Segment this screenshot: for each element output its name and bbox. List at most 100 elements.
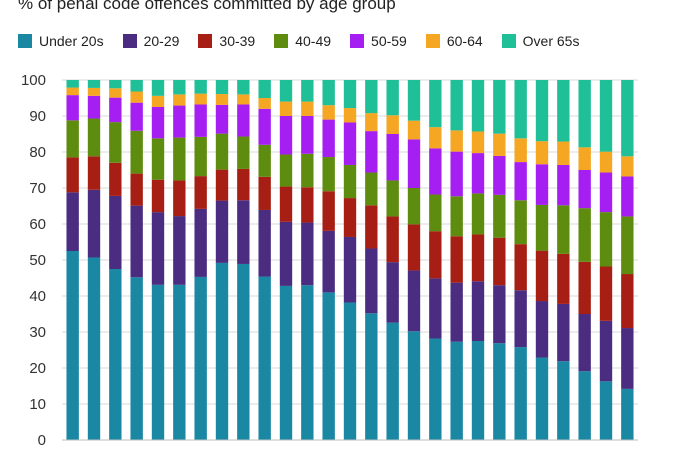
bar-segment-50-59-22 [514, 162, 527, 201]
bar-segment-20-29-24 [557, 303, 570, 362]
bar-segment-60-64-15 [365, 113, 378, 132]
bar-segment-60-64-1 [66, 87, 79, 96]
bar-segment-20-29-11 [279, 221, 293, 286]
bar-segment-under-20s-15 [365, 313, 378, 440]
bar-segment-under-20s-23 [535, 357, 549, 440]
bar-segment-40-49-6 [173, 137, 186, 181]
bar-segment-50-59-27 [621, 176, 634, 217]
bar-segment-30-39-13 [322, 191, 335, 231]
bar-segment-20-29-16 [386, 262, 399, 323]
bar-segment-20-29-1 [66, 192, 79, 251]
bar-segment-60-64-22 [514, 138, 527, 163]
bar-segment-50-59-13 [322, 119, 335, 158]
bar-segment-20-29-20 [471, 281, 485, 341]
bar-segment-40-49-17 [407, 188, 421, 225]
bar-segment-20-29-2 [87, 189, 101, 258]
bar-segment-over-65s-27 [621, 80, 634, 157]
bar-segment-20-29-10 [258, 209, 271, 277]
y-axis: 0 10 20 30 40 50 60 70 80 90 100 [21, 72, 46, 449]
bar-segment-under-20s-22 [514, 347, 527, 440]
bar-segment-60-64-7 [194, 93, 207, 105]
bar-segment-50-59-8 [215, 104, 229, 134]
bar-segment-20-29-12 [301, 222, 314, 286]
legend-swatch [198, 34, 213, 48]
legend-item-5: 60-64 [425, 33, 483, 49]
bar-segment-20-29-6 [173, 216, 186, 285]
bar-segment-20-29-19 [450, 282, 463, 342]
bar-segment-under-20s-13 [322, 292, 335, 440]
bar-segment-40-49-5 [151, 138, 165, 180]
bar-segment-50-59-11 [279, 116, 293, 155]
bar-segment-over-65s-20 [471, 80, 485, 132]
bars [66, 80, 634, 440]
bar-segment-60-64-17 [407, 120, 421, 140]
bar-segment-over-65s-25 [578, 80, 591, 148]
bar-segment-20-29-8 [215, 200, 229, 263]
bar-segment-40-49-12 [301, 153, 314, 188]
bar-segment-30-39-22 [514, 244, 527, 291]
bar-segment-over-65s-19 [450, 80, 463, 131]
bar-segment-20-29-21 [493, 285, 506, 344]
bar-segment-40-49-16 [386, 180, 399, 217]
bar-segment-50-59-25 [578, 170, 591, 209]
bar-segment-over-65s-26 [599, 80, 613, 152]
bar-segment-under-20s-16 [386, 322, 399, 440]
bar-segment-50-59-18 [429, 148, 442, 195]
bar-segment-20-29-13 [322, 230, 335, 293]
bar-segment-60-64-25 [578, 147, 591, 170]
bar-segment-60-64-21 [493, 133, 506, 156]
bar-segment-under-20s-20 [471, 341, 485, 440]
bar-segment-40-49-22 [514, 200, 527, 245]
bar-segment-50-59-6 [173, 105, 186, 138]
legend-item-3: 40-49 [274, 33, 331, 49]
bar-segment-20-29-15 [365, 248, 378, 314]
bar-segment-50-59-24 [557, 164, 570, 206]
bar-segment-40-49-23 [535, 204, 549, 251]
bar-segment-over-65s-21 [493, 80, 506, 134]
bar-segment-under-20s-18 [429, 338, 442, 440]
bar-segment-over-65s-13 [322, 80, 335, 106]
bar-segment-over-65s-16 [386, 80, 399, 116]
bar-segment-30-39-9 [237, 168, 250, 201]
y-tick-label: 50 [29, 252, 46, 269]
bar-segment-30-39-2 [87, 156, 101, 190]
bar-segment-60-64-4 [130, 91, 143, 103]
legend-label: 20-29 [143, 33, 180, 49]
bar-segment-under-20s-26 [599, 381, 613, 440]
bar-segment-60-64-20 [471, 131, 485, 154]
legend-swatch [501, 34, 516, 48]
bar-segment-under-20s-14 [343, 302, 357, 440]
bar-segment-over-65s-24 [557, 80, 570, 142]
bar-segment-over-65s-23 [535, 80, 549, 142]
bar-segment-over-65s-14 [343, 80, 357, 109]
y-tick-label: 0 [38, 432, 46, 449]
bar-segment-40-49-20 [471, 193, 485, 235]
legend-label: Under 20s [39, 33, 104, 49]
bar-segment-20-29-23 [535, 301, 549, 358]
bar-segment-under-20s-2 [87, 257, 101, 440]
bar-segment-60-64-5 [151, 95, 165, 107]
bar-segment-30-39-7 [194, 176, 207, 209]
bar-segment-under-20s-12 [301, 285, 314, 440]
legend-label: 60-64 [446, 33, 483, 49]
bar-segment-over-65s-22 [514, 80, 527, 139]
bar-segment-40-49-4 [130, 130, 143, 174]
bar-segment-60-64-14 [343, 108, 357, 123]
y-tick-label: 40 [29, 288, 46, 305]
y-tick-label: 20 [29, 360, 46, 377]
bar-segment-over-65s-5 [151, 80, 165, 96]
bar-segment-under-20s-24 [557, 361, 570, 440]
bar-segment-under-20s-6 [173, 284, 186, 440]
bar-segment-over-65s-1 [66, 80, 79, 88]
bar-segment-over-65s-9 [237, 80, 250, 95]
y-tick-label: 10 [29, 396, 46, 413]
bar-segment-40-49-3 [109, 122, 122, 163]
legend-label: 40-49 [295, 33, 332, 49]
legend-swatch [425, 34, 440, 48]
bar-segment-40-49-24 [557, 205, 570, 254]
bar-segment-60-64-2 [87, 87, 101, 96]
y-tick-label: 100 [21, 72, 46, 89]
bar-segment-50-59-14 [343, 122, 357, 165]
legend-item-2: 30-39 [198, 33, 255, 49]
bar-segment-under-20s-19 [450, 341, 463, 440]
